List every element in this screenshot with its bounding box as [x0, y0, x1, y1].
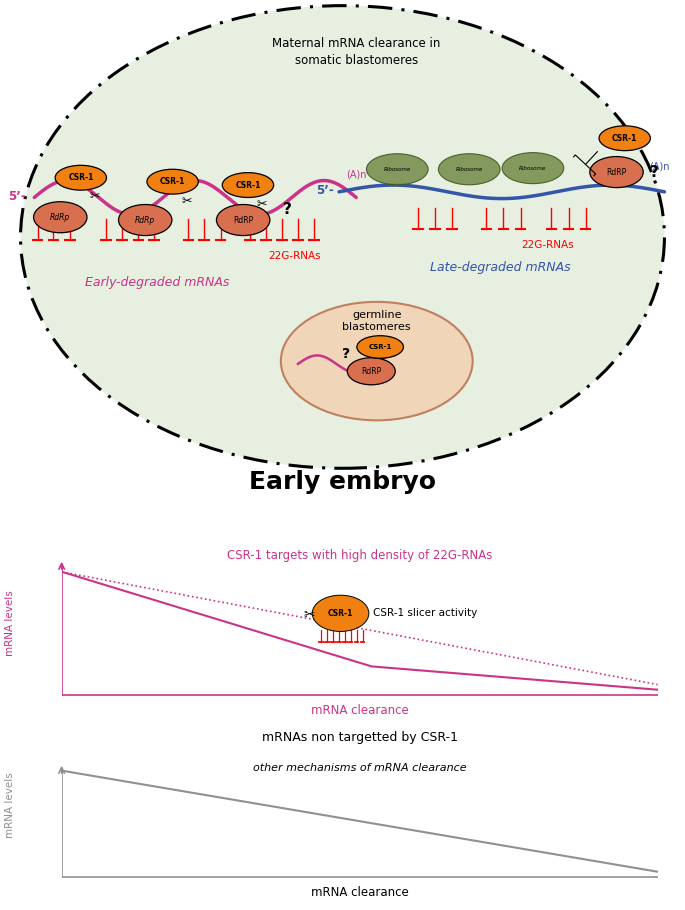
Text: ✂: ✂ [181, 196, 192, 208]
Text: ✂: ✂ [303, 608, 315, 622]
Text: ?: ? [284, 202, 292, 217]
Ellipse shape [222, 173, 274, 197]
Text: CSR-1: CSR-1 [68, 173, 94, 182]
Text: CSR-1 slicer activity: CSR-1 slicer activity [373, 608, 477, 618]
Text: 5’-: 5’- [316, 184, 334, 197]
Text: RdRp: RdRp [50, 213, 71, 222]
Text: (A)n: (A)n [346, 170, 366, 180]
Text: RdRP: RdRP [233, 216, 253, 225]
Text: CSR-1: CSR-1 [160, 177, 186, 187]
Ellipse shape [357, 336, 403, 359]
Text: RdRp: RdRp [135, 216, 155, 225]
Text: CSR-1: CSR-1 [369, 344, 392, 350]
Ellipse shape [147, 169, 199, 194]
Text: CSR-1 targets with high density of 22G-RNAs: CSR-1 targets with high density of 22G-R… [227, 549, 493, 561]
Ellipse shape [34, 202, 87, 233]
Text: 22G-RNAs: 22G-RNAs [522, 239, 574, 249]
Ellipse shape [599, 126, 650, 151]
Text: (A)n: (A)n [649, 161, 670, 171]
Ellipse shape [366, 154, 428, 185]
Text: 22G-RNAs: 22G-RNAs [269, 251, 321, 261]
Text: RdRP: RdRP [606, 167, 627, 177]
Ellipse shape [216, 205, 270, 236]
Ellipse shape [55, 166, 107, 190]
Text: Ribosome: Ribosome [456, 167, 483, 172]
Text: Early-degraded mRNAs: Early-degraded mRNAs [86, 277, 229, 289]
Ellipse shape [312, 595, 369, 632]
Ellipse shape [347, 358, 395, 385]
Text: mRNA clearance: mRNA clearance [311, 704, 408, 717]
Text: Ribosome: Ribosome [384, 167, 411, 172]
Text: CSR-1: CSR-1 [612, 134, 638, 143]
Ellipse shape [21, 5, 664, 469]
Text: germline
blastomeres: germline blastomeres [342, 310, 411, 332]
Text: ✂: ✂ [256, 197, 267, 211]
Ellipse shape [590, 157, 643, 187]
Ellipse shape [119, 205, 172, 236]
Text: Ribosome: Ribosome [519, 166, 547, 171]
Text: CSR-1: CSR-1 [328, 609, 353, 618]
Text: Early embryo: Early embryo [249, 470, 436, 494]
Text: ?: ? [650, 165, 658, 179]
Text: 5’-: 5’- [8, 190, 26, 203]
Ellipse shape [438, 154, 500, 185]
Text: ?: ? [342, 348, 350, 361]
Text: CSR-1: CSR-1 [235, 180, 261, 189]
Text: ✂: ✂ [89, 190, 100, 203]
Ellipse shape [502, 153, 564, 184]
Text: mRNA levels: mRNA levels [5, 773, 15, 838]
Text: other mechanisms of mRNA clearance: other mechanisms of mRNA clearance [253, 763, 466, 773]
Text: Maternal mRNA clearance in
somatic blastomeres: Maternal mRNA clearance in somatic blast… [272, 36, 440, 66]
Ellipse shape [281, 302, 473, 420]
Text: Late-degraded mRNAs: Late-degraded mRNAs [429, 260, 571, 274]
Text: mRNA clearance: mRNA clearance [311, 886, 408, 899]
Text: RdRP: RdRP [361, 367, 382, 376]
Text: mRNAs non targetted by CSR-1: mRNAs non targetted by CSR-1 [262, 731, 458, 743]
Text: mRNA levels: mRNA levels [5, 591, 15, 656]
